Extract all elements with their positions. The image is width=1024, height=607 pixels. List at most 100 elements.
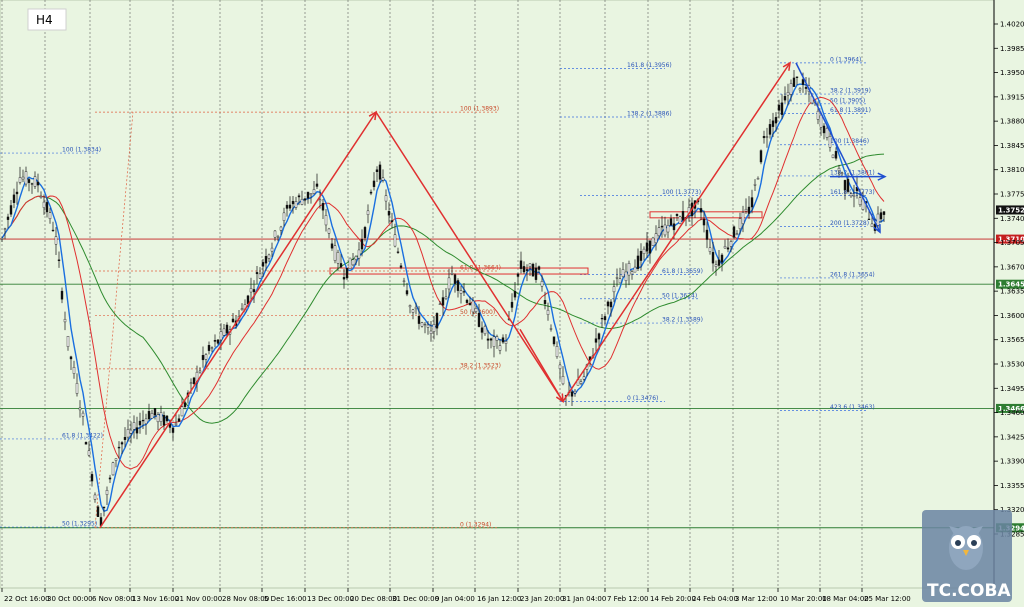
candle-body — [90, 474, 94, 482]
candle-body — [483, 326, 487, 335]
price-level-badge — [996, 279, 1024, 289]
candle-body — [561, 376, 565, 385]
candle-body — [546, 309, 550, 315]
candle-body — [621, 269, 625, 277]
candle-body — [396, 251, 400, 253]
ma-slow-line — [1, 153, 885, 424]
candle-body — [87, 450, 91, 456]
price-tick-label: 1.3600 — [1000, 312, 1024, 320]
candle-body — [267, 254, 271, 259]
candle-body — [495, 336, 499, 341]
candle-body — [456, 280, 460, 291]
candle-body — [42, 201, 46, 208]
candle-body — [57, 259, 61, 262]
candle-body — [654, 233, 658, 243]
candle-body — [159, 412, 163, 422]
candle-body — [459, 290, 463, 294]
candle-body — [48, 212, 52, 220]
current-price-label: 1.3752 — [998, 206, 1024, 214]
candle-body — [429, 330, 433, 334]
fib-blue-label: 38.2 (1.3919) — [830, 88, 871, 95]
candle-body — [849, 193, 853, 197]
candle-body — [174, 423, 178, 426]
candle-body — [204, 354, 208, 360]
candle-body — [468, 302, 472, 306]
price-tick-label: 1.3670 — [1000, 263, 1024, 271]
time-tick-label: 25 Mar 12:00 — [864, 595, 911, 603]
candle-body — [780, 102, 784, 115]
candle-body — [375, 169, 379, 173]
candle-body — [213, 339, 217, 342]
candle-body — [189, 382, 193, 384]
price-tick-label: 1.3565 — [1000, 336, 1024, 344]
price-tick-label: 1.3390 — [1000, 458, 1024, 466]
candle-body — [462, 291, 466, 293]
candle-body — [441, 297, 445, 306]
candle-body — [498, 345, 502, 351]
candle-body — [144, 418, 148, 424]
candle-body — [822, 125, 826, 134]
candle-body — [117, 446, 121, 449]
candle-body — [522, 266, 526, 273]
candle-body — [51, 229, 55, 232]
candle-body — [543, 300, 547, 305]
candle-body — [18, 177, 22, 183]
candle-body — [240, 308, 244, 310]
candle-body — [792, 77, 796, 87]
candle-body — [594, 338, 598, 343]
candle-body — [348, 257, 352, 269]
candle-body — [327, 228, 331, 234]
candle-body — [753, 184, 757, 186]
candle-body — [360, 238, 364, 250]
candle-body — [177, 418, 181, 422]
candle-body — [549, 328, 553, 330]
price-level-label: 1.3645 — [998, 281, 1024, 289]
fib-blue-label: 50 (1.3295) — [62, 521, 97, 528]
candle-body — [363, 227, 367, 239]
candle-body — [831, 154, 835, 159]
fib-red-label: 38.2 (1.3523) — [460, 362, 501, 369]
time-tick-label: 3 Mar 12:00 — [735, 595, 777, 603]
candle-body — [417, 315, 421, 324]
candle-body — [708, 247, 712, 252]
candle-body — [771, 120, 775, 127]
candle-body — [381, 177, 385, 181]
candle-body — [201, 355, 205, 361]
candle-body — [579, 381, 583, 384]
price-level-badge — [996, 403, 1024, 413]
candle-body — [402, 280, 406, 282]
candle-body — [168, 423, 172, 428]
candle-body — [474, 308, 478, 312]
wave-up-1 — [99, 111, 377, 529]
candle-body — [345, 267, 349, 279]
time-tick-label: 20 Dec 08:00 — [350, 595, 397, 603]
candle-body — [72, 367, 76, 374]
candle-body — [789, 83, 793, 95]
candle-body — [729, 241, 733, 247]
fib-blue-label: 100 (1.3834) — [62, 147, 101, 154]
fib-blue-label: 0 (1.3964) — [830, 56, 861, 63]
candle-body — [699, 208, 703, 213]
candle-body — [366, 210, 370, 215]
price-tick-label: 1.3705 — [1000, 239, 1024, 247]
candle-body — [852, 195, 856, 197]
candle-body — [81, 412, 85, 417]
candle-body — [270, 247, 274, 252]
candle-body — [756, 178, 760, 180]
price-tick-label: 1.3915 — [1000, 93, 1024, 101]
candle-body — [660, 225, 664, 228]
candle-body — [480, 327, 484, 333]
candle-body — [33, 176, 37, 187]
candle-body — [606, 301, 610, 307]
owl-pupil-left — [955, 540, 961, 546]
candle-body — [681, 211, 685, 221]
watermark-text: TC.COBA — [927, 581, 1011, 601]
candle-body — [735, 233, 739, 235]
candle-body — [315, 183, 319, 187]
candle-body — [93, 494, 97, 500]
candle-body — [231, 318, 235, 323]
candle-body — [30, 183, 34, 185]
candle-body — [153, 408, 157, 416]
